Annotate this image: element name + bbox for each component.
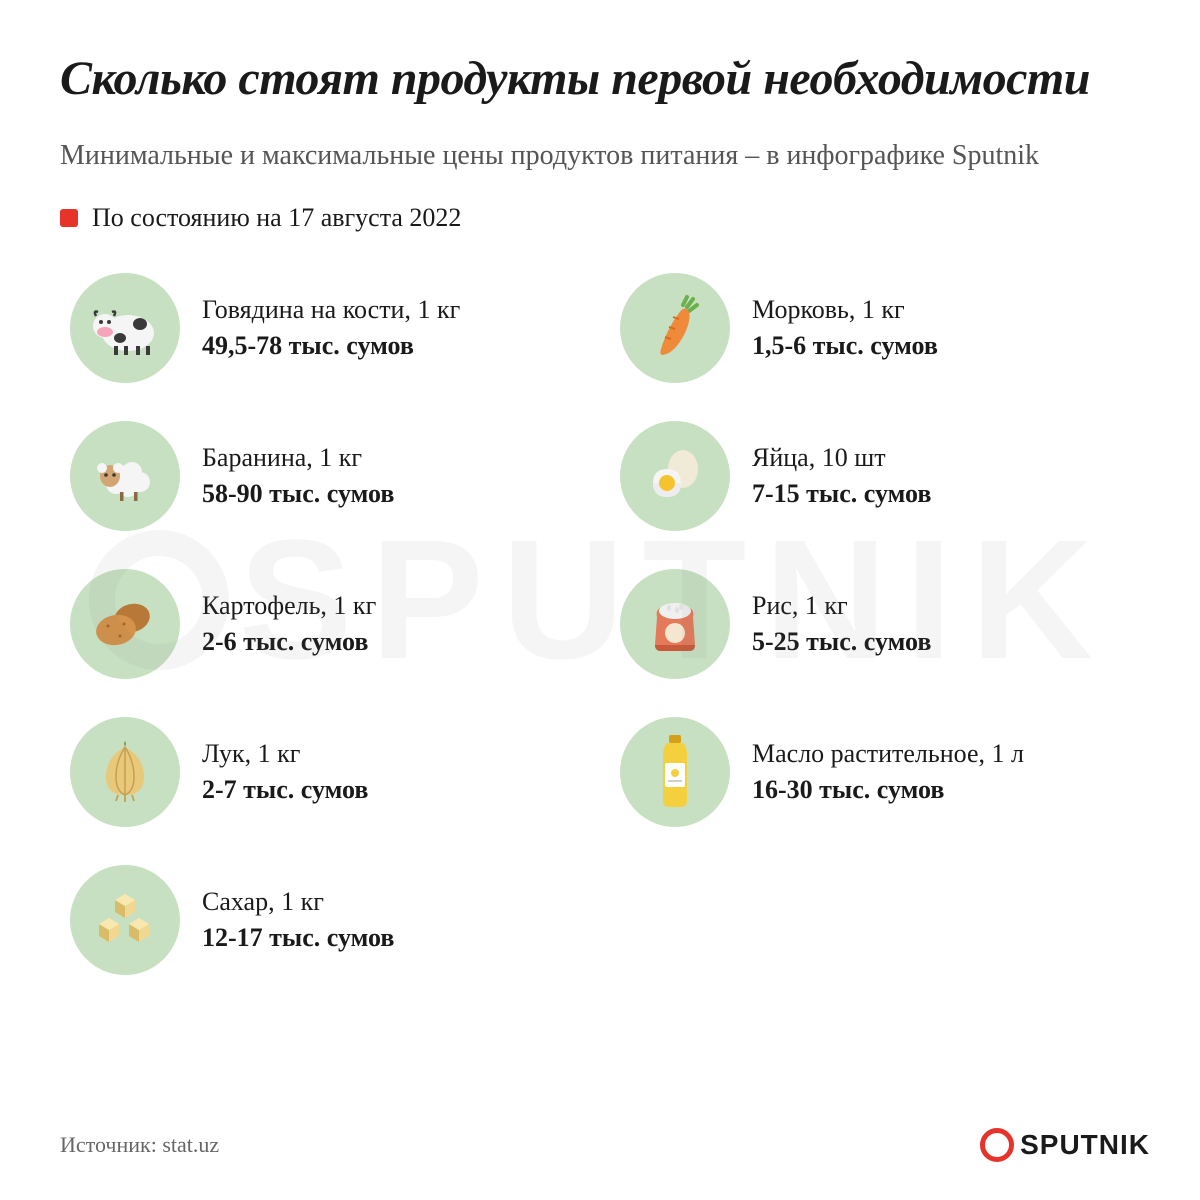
item-name: Лук, 1 кг — [202, 739, 368, 769]
oil-icon — [620, 717, 730, 827]
source-text: Источник: stat.uz — [60, 1132, 219, 1158]
item-name: Сахар, 1 кг — [202, 887, 394, 917]
onion-icon — [70, 717, 180, 827]
product-item: Сахар, 1 кг 12-17 тыс. сумов — [70, 865, 590, 975]
product-item: Лук, 1 кг 2-7 тыс. сумов — [70, 717, 590, 827]
subtitle: Минимальные и максимальные цены продукто… — [60, 136, 1140, 175]
sheep-icon — [70, 421, 180, 531]
rice-icon — [620, 569, 730, 679]
item-name: Морковь, 1 кг — [752, 295, 938, 325]
item-price: 5-25 тыс. сумов — [752, 627, 931, 657]
product-item: Масло растительное, 1 л 16-30 тыс. сумов — [620, 717, 1140, 827]
product-item: Картофель, 1 кг 2-6 тыс. сумов — [70, 569, 590, 679]
page-title: Сколько стоят продукты первой необходимо… — [60, 50, 1140, 108]
sputnik-logo: SPUTNIK — [980, 1128, 1150, 1162]
item-price: 16-30 тыс. сумов — [752, 775, 1024, 805]
item-price: 58-90 тыс. сумов — [202, 479, 394, 509]
item-name: Яйца, 10 шт — [752, 443, 931, 473]
product-grid: Говядина на кости, 1 кг 49,5-78 тыс. сум… — [60, 273, 1140, 975]
product-item: Говядина на кости, 1 кг 49,5-78 тыс. сум… — [70, 273, 590, 383]
product-item: Морковь, 1 кг 1,5-6 тыс. сумов — [620, 273, 1140, 383]
item-name: Рис, 1 кг — [752, 591, 931, 621]
item-price: 49,5-78 тыс. сумов — [202, 331, 460, 361]
logo-ring-icon — [980, 1128, 1014, 1162]
carrot-icon — [620, 273, 730, 383]
potato-icon — [70, 569, 180, 679]
item-price: 2-6 тыс. сумов — [202, 627, 376, 657]
cow-icon — [70, 273, 180, 383]
item-name: Говядина на кости, 1 кг — [202, 295, 460, 325]
item-name: Картофель, 1 кг — [202, 591, 376, 621]
date-text: По состоянию на 17 августа 2022 — [92, 203, 461, 233]
item-price: 2-7 тыс. сумов — [202, 775, 368, 805]
item-price: 7-15 тыс. сумов — [752, 479, 931, 509]
egg-icon — [620, 421, 730, 531]
item-price: 12-17 тыс. сумов — [202, 923, 394, 953]
sugar-icon — [70, 865, 180, 975]
footer: Источник: stat.uz SPUTNIK — [60, 1128, 1150, 1162]
logo-text: SPUTNIK — [1020, 1129, 1150, 1161]
date-marker-icon — [60, 209, 78, 227]
date-row: По состоянию на 17 августа 2022 — [60, 203, 1140, 233]
product-item: Рис, 1 кг 5-25 тыс. сумов — [620, 569, 1140, 679]
item-price: 1,5-6 тыс. сумов — [752, 331, 938, 361]
product-item: Яйца, 10 шт 7-15 тыс. сумов — [620, 421, 1140, 531]
product-item: Баранина, 1 кг 58-90 тыс. сумов — [70, 421, 590, 531]
item-name: Масло растительное, 1 л — [752, 739, 1024, 769]
item-name: Баранина, 1 кг — [202, 443, 394, 473]
